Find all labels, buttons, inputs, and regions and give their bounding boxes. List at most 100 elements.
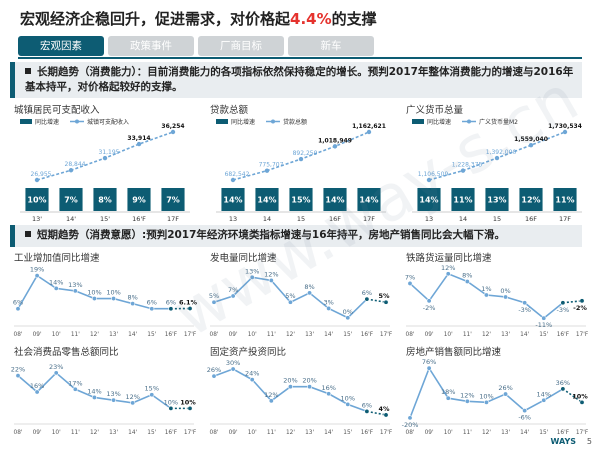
x-tick-label: 10' (248, 332, 257, 338)
x-tick-label: 08' (210, 430, 219, 436)
bar-label: 15% (291, 196, 310, 205)
bar-label: 10% (27, 196, 46, 205)
chart-panel: 贷款总额 同比增速 贷款总额 682,542 775,707 892,250 1,018,9… (204, 100, 396, 224)
x-tick-label: 14' (520, 332, 529, 338)
short-term-trend-text: 短期趋势（消费意愿）:预判2017年经济环境类指标增速与16年持平，房地产销售同… (37, 229, 506, 241)
data-label: 6.1% (179, 298, 198, 306)
title-prefix: 宏观经济企稳回升，促进需求，对价格起 (20, 10, 291, 28)
x-tick-label: 14' (66, 215, 76, 223)
page-number: 5 (586, 437, 592, 446)
tab-policy-events[interactable]: 政策事件 (108, 36, 194, 56)
data-label: 10% (164, 398, 178, 406)
data-label: 4% (378, 405, 390, 413)
bar-label: 14% (325, 196, 344, 205)
trend-label: 1,730,534 (548, 123, 582, 130)
trend-point (264, 168, 270, 173)
trend-label: 1,228,375 (452, 162, 483, 169)
chart-legend: 同比增速 贷款总额 (216, 118, 307, 126)
trend-point (34, 177, 40, 183)
x-tick-label: 13 (425, 215, 433, 223)
data-label: -6% (518, 414, 531, 422)
data-point (211, 373, 217, 379)
data-point (249, 377, 255, 383)
data-label: 19% (30, 266, 44, 274)
bullet-icon (25, 231, 31, 237)
x-tick-label: 16F (525, 215, 537, 223)
bar (553, 188, 577, 211)
data-label: 76% (422, 358, 436, 366)
data-point (445, 395, 451, 401)
legend-swatch (216, 119, 228, 124)
data-label: 8% (128, 294, 138, 302)
x-tick-label: 14' (324, 332, 333, 338)
data-label: -11% (535, 321, 552, 329)
tab-manufacturer-targets[interactable]: 厂商目标 (198, 36, 284, 56)
x-tick-label: 15' (100, 215, 110, 223)
x-tick-label: 11' (71, 430, 80, 436)
data-point (91, 296, 97, 302)
data-label: 10% (87, 289, 101, 297)
x-tick-label: 13' (305, 430, 314, 436)
trend-point (68, 168, 74, 173)
tab-new-cars[interactable]: 新车 (288, 36, 374, 56)
data-label: 13% (245, 267, 259, 275)
legend-marker (467, 119, 471, 124)
chart-panel: 广义货币总量 同比增速 广义货币量M2 1,106,509 1,228,375 1,392… (400, 100, 592, 224)
page-title: 宏观经济企稳回升，促进需求，对价格起4.4%的支撑 (20, 8, 377, 29)
data-point (560, 386, 566, 392)
data-point (364, 408, 370, 414)
data-point (445, 271, 451, 277)
data-point (464, 398, 470, 404)
data-point (345, 401, 351, 407)
data-label: 30% (226, 359, 240, 367)
legend-marker (271, 119, 275, 124)
title-highlight: 4.4% (290, 10, 332, 28)
data-label: 3% (324, 298, 334, 306)
data-point (503, 391, 509, 397)
trend-label: 33,914 (127, 135, 150, 142)
series-line (213, 368, 368, 413)
data-point (541, 315, 547, 321)
data-label: 20% (283, 377, 297, 385)
nav-divider (18, 57, 582, 59)
data-label: 20% (302, 377, 316, 385)
x-tick-label: 16'F (165, 332, 177, 338)
chart-panel: 发电量同比增速 5% 08' 7% 09' 13% 10' 12% 11' 5% 12' 8% 13' 3… (204, 248, 396, 340)
x-tick-label: 13 (229, 215, 237, 223)
data-point (383, 299, 389, 305)
data-point (345, 315, 351, 321)
x-tick-label: 17F (167, 215, 179, 223)
trend-point (460, 168, 466, 173)
data-point (72, 288, 78, 294)
x-tick-label: 16'F (557, 430, 569, 436)
x-tick-label: 17'F (576, 430, 588, 436)
chart-title: 城镇居民可支配收入 (14, 105, 100, 116)
x-tick-label: 12' (482, 332, 491, 338)
bar (161, 188, 185, 211)
chart-svg: 22% 08' 16% 09' 23% 10' 17% 11' 14% 12' 13% 13' 12% 1… (11, 363, 196, 436)
chart-title: 铁路货运量同比增速 (406, 253, 492, 264)
x-tick-label: 13' (32, 215, 42, 223)
tab-macro-factors[interactable]: 宏观因素 (18, 36, 104, 56)
nav-tabs: 宏观因素 政策事件 厂商目标 新车 (18, 36, 374, 56)
chart-panel: 固定资产投资同比 26% 08' 30% 09' 24% 10' 12% 11' 20% 12' 20… (204, 342, 396, 438)
bar-label: 8% (98, 196, 112, 205)
chart-panel: 房地产销售额同比增速 -20% 08' 76% 09' 18% 10' 12% 11' 10% 12… (400, 342, 592, 438)
data-label: 13% (106, 390, 120, 398)
x-tick-label: 08' (210, 332, 219, 338)
x-tick-label: 14 (263, 215, 271, 223)
bar (451, 188, 475, 211)
data-point (464, 279, 470, 285)
bar-label: 11% (555, 196, 574, 205)
data-point (72, 386, 78, 392)
data-point (91, 394, 97, 400)
long-term-trend-banner: 长期趋势（消费能力）：目前消费能力的各项指标依然保持稳定的增长。预判2017年整… (10, 62, 582, 98)
x-tick-label: 14' (128, 332, 137, 338)
data-label: 5% (285, 292, 295, 300)
chart-svg: 26% 08' 30% 09' 24% 10' 12% 11' 20% 12' 20% 13' 16% 1… (207, 359, 392, 436)
data-label: 17% (68, 379, 82, 387)
data-label: 10% (180, 398, 196, 406)
data-point (287, 299, 293, 305)
data-point (34, 273, 40, 279)
